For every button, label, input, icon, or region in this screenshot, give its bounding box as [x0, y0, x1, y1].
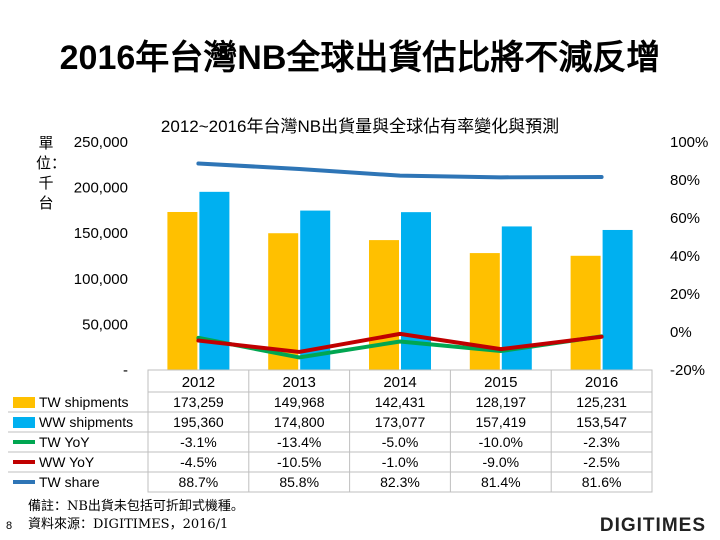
left-axis-tick-label: 150,000 [74, 225, 128, 242]
right-axis-tick-label: -20% [670, 362, 705, 379]
legend-label: WW shipments [39, 414, 133, 430]
line-ww-yoy [196, 331, 604, 354]
slide-title: 2016年台灣NB全球出貨估比將不減反增 [59, 39, 661, 77]
data-label: -10.0% [479, 434, 523, 450]
chart: 250,000 200,000 150,000 100,000 50,000 - 100% 8… [8, 134, 708, 493]
data-label: 142,431 [375, 394, 426, 410]
left-axis-tick-label: 200,000 [74, 180, 128, 197]
data-label: 173,077 [375, 414, 426, 430]
bar-ww-shipments [300, 210, 331, 370]
category-label: 2012 [182, 374, 215, 391]
brand-text: DIGITIMES [599, 515, 706, 536]
data-label: -2.5% [583, 454, 620, 470]
legend-swatch [13, 397, 35, 408]
data-label: -4.5% [180, 454, 217, 470]
data-label: 81.6% [582, 474, 622, 490]
category-label: 2015 [484, 374, 517, 391]
data-label: -13.4% [277, 434, 321, 450]
data-label: -9.0% [483, 454, 520, 470]
legend-swatch [13, 417, 35, 428]
bar-ww-shipments [602, 229, 633, 370]
data-label: -1.0% [382, 454, 419, 470]
data-label: 173,259 [173, 394, 224, 410]
footnote-line: 資料來源：DIGITIMES，2016/1 [28, 517, 229, 532]
data-label: 88.7% [179, 474, 219, 490]
right-axis-tick-label: 20% [670, 286, 700, 303]
legend-label: WW YoY [39, 454, 95, 470]
right-axis-tick-label: 100% [670, 134, 708, 151]
right-axis-tick-label: 0% [670, 324, 692, 341]
data-label: 125,231 [576, 394, 627, 410]
left-axis-tick-label: 100,000 [74, 271, 128, 288]
right-axis-tick-label: 80% [670, 172, 700, 189]
bar-tw-shipments [570, 255, 601, 370]
data-label: 149,968 [274, 394, 325, 410]
footnote: 備註：NB出貨未包括可折卸式機種。 資料來源：DIGITIMES，2016/1 [28, 498, 244, 534]
data-label: -10.5% [277, 454, 321, 470]
line-tw-share [196, 161, 604, 180]
left-axis-tick-label: 250,000 [74, 134, 128, 151]
data-label: 85.8% [279, 474, 319, 490]
bar-ww-shipments [401, 212, 431, 370]
data-label: 195,360 [173, 414, 224, 430]
left-axis-tick-label: 50,000 [82, 316, 128, 333]
page-number: 8 [6, 520, 13, 532]
footnote-line: 備註：NB出貨未包括可折卸式機種。 [28, 499, 244, 514]
data-label: 174,800 [274, 414, 325, 430]
brand-logo: DIGITIMES [600, 515, 706, 537]
data-label: 153,547 [576, 414, 627, 430]
data-label: -3.1% [180, 434, 217, 450]
category-label: 2016 [585, 374, 618, 391]
data-label: -5.0% [382, 434, 419, 450]
data-label: 82.3% [380, 474, 420, 490]
legend-label: TW shipments [39, 394, 128, 410]
bar-tw-shipments [369, 240, 399, 370]
chart-title: 2012~2016年台灣NB出貨量與全球佔有率變化與預測 [160, 117, 560, 136]
right-axis-tick-label: 40% [670, 248, 700, 265]
bar-tw-shipments [167, 211, 198, 370]
legend-label: TW share [39, 474, 100, 490]
legend-label: TW YoY [39, 434, 90, 450]
category-label: 2014 [383, 374, 416, 391]
data-label: 128,197 [475, 394, 526, 410]
category-label: 2013 [283, 374, 316, 391]
right-axis-tick-label: 60% [670, 210, 700, 227]
data-label: 81.4% [481, 474, 521, 490]
data-label: 157,419 [475, 414, 526, 430]
unit-label: 單位：千台 [36, 135, 67, 212]
left-axis-tick-label: - [123, 362, 128, 379]
data-label: -2.3% [583, 434, 620, 450]
table-frame [147, 369, 653, 493]
